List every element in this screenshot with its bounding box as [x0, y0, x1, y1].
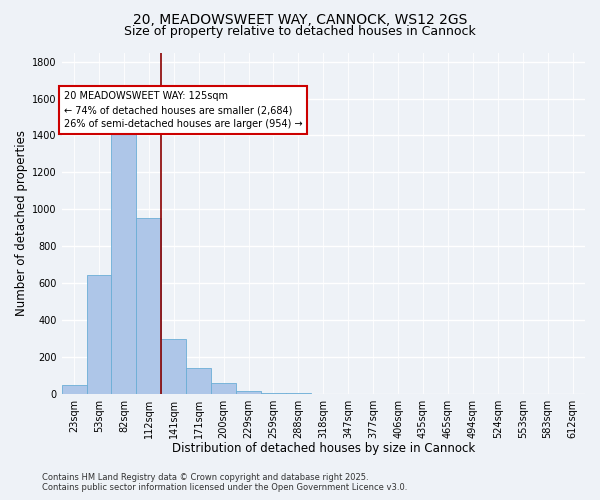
Bar — [236, 391, 261, 394]
Bar — [86, 274, 112, 394]
Bar — [136, 218, 161, 394]
Text: Size of property relative to detached houses in Cannock: Size of property relative to detached ho… — [124, 25, 476, 38]
Bar — [112, 115, 136, 394]
Bar — [261, 393, 286, 394]
Bar — [186, 368, 211, 394]
Text: Contains HM Land Registry data © Crown copyright and database right 2025.
Contai: Contains HM Land Registry data © Crown c… — [42, 473, 407, 492]
Bar — [62, 386, 86, 394]
Bar — [161, 339, 186, 394]
Bar — [211, 382, 236, 394]
X-axis label: Distribution of detached houses by size in Cannock: Distribution of detached houses by size … — [172, 442, 475, 455]
Text: 20, MEADOWSWEET WAY, CANNOCK, WS12 2GS: 20, MEADOWSWEET WAY, CANNOCK, WS12 2GS — [133, 12, 467, 26]
Text: 20 MEADOWSWEET WAY: 125sqm
← 74% of detached houses are smaller (2,684)
26% of s: 20 MEADOWSWEET WAY: 125sqm ← 74% of deta… — [64, 91, 302, 129]
Y-axis label: Number of detached properties: Number of detached properties — [15, 130, 28, 316]
